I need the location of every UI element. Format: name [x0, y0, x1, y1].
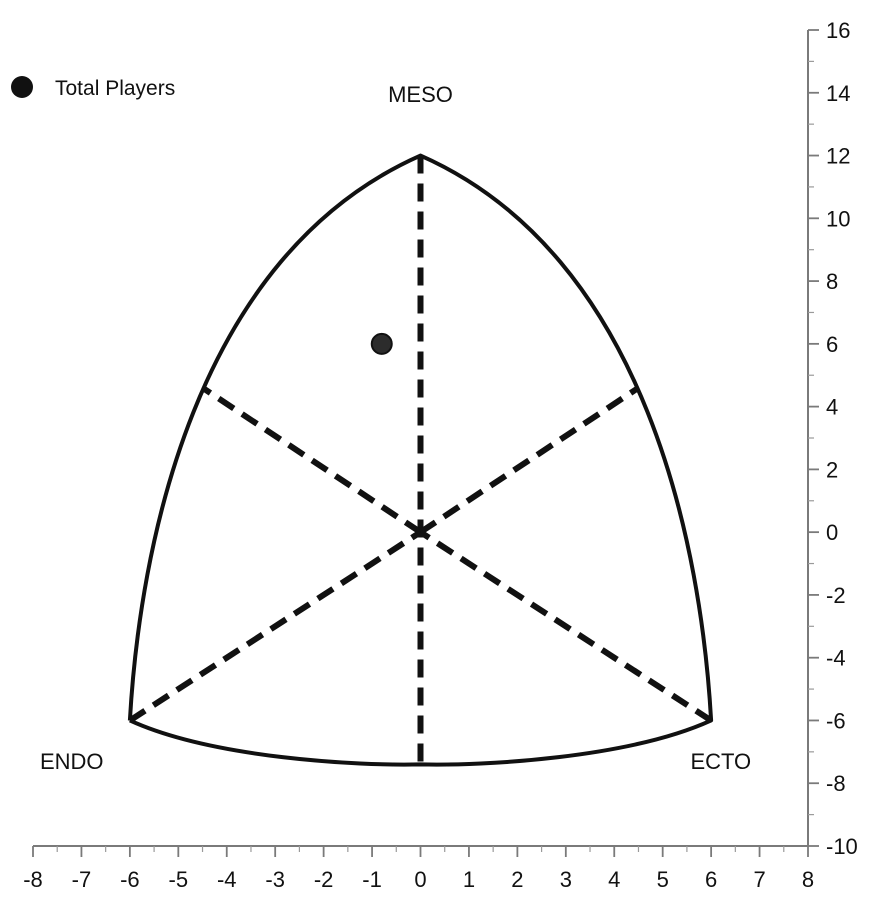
y-tick-label: -2 — [826, 583, 846, 608]
x-tick-label: 0 — [414, 867, 426, 892]
y-tick-label: 12 — [826, 144, 850, 169]
x-tick-label: 3 — [560, 867, 572, 892]
x-tick-label: -3 — [265, 867, 285, 892]
y-tick-label: 2 — [826, 457, 838, 482]
y-tick-label: -4 — [826, 646, 846, 671]
dashed-axis-upper-left — [200, 385, 423, 535]
pole-label-meso: MESO — [388, 82, 453, 107]
legend-marker — [11, 76, 33, 98]
x-tick-label: 1 — [463, 867, 475, 892]
dashed-axis-ecto — [418, 529, 713, 723]
pole-label-ecto: ECTO — [690, 749, 751, 774]
dashed-axis-endo — [128, 529, 423, 723]
points-layer — [370, 332, 393, 355]
x-tick-label: 7 — [753, 867, 765, 892]
y-tick-label: -6 — [826, 708, 846, 733]
x-ticks-layer: -8 -7 -6 -5 -4 -3 -2 -1 0 1 2 3 4 5 6 7 8 — [23, 846, 814, 892]
x-tick-label: -5 — [169, 867, 189, 892]
x-tick-label: -7 — [72, 867, 92, 892]
y-tick-label: 6 — [826, 332, 838, 357]
y-tick-label: 14 — [826, 81, 850, 106]
somatochart-outline — [127, 153, 714, 767]
x-tick-label: 5 — [657, 867, 669, 892]
y-tick-label: -10 — [826, 834, 858, 859]
y-tick-label: 10 — [826, 206, 850, 231]
x-tick-label: 2 — [511, 867, 523, 892]
axes-layer: -8 -7 -6 -5 -4 -3 -2 -1 0 1 2 3 4 5 6 7 8 -10-8-6-4-2024… — [23, 18, 858, 892]
y-tick-label: 8 — [826, 269, 838, 294]
legend-label: Total Players — [55, 77, 175, 100]
somatochart-layer — [127, 153, 714, 767]
y-tick-label: 0 — [826, 520, 838, 545]
y-tick-label: 4 — [826, 395, 838, 420]
y-ticks-layer: -10 -8 -6 -4 -2 0 2 4 6 8 10 12 14 16 — [808, 18, 858, 859]
dashed-axis-upper-right — [418, 385, 641, 535]
x-tick-label: 6 — [705, 867, 717, 892]
data-point — [370, 332, 393, 355]
y-tick-label: 16 — [826, 18, 850, 43]
x-tick-label: -8 — [23, 867, 43, 892]
x-tick-label: -2 — [314, 867, 334, 892]
legend: Total Players — [11, 76, 175, 100]
x-tick-label: -1 — [362, 867, 382, 892]
x-tick-label: -4 — [217, 867, 237, 892]
y-tick-label: -8 — [826, 771, 846, 796]
pole-label-endo: ENDO — [40, 749, 104, 774]
labels-layer: MESO ENDO ECTO — [40, 82, 751, 774]
x-tick-label: 4 — [608, 867, 620, 892]
x-tick-label: 8 — [802, 867, 814, 892]
x-tick-label: -6 — [120, 867, 140, 892]
